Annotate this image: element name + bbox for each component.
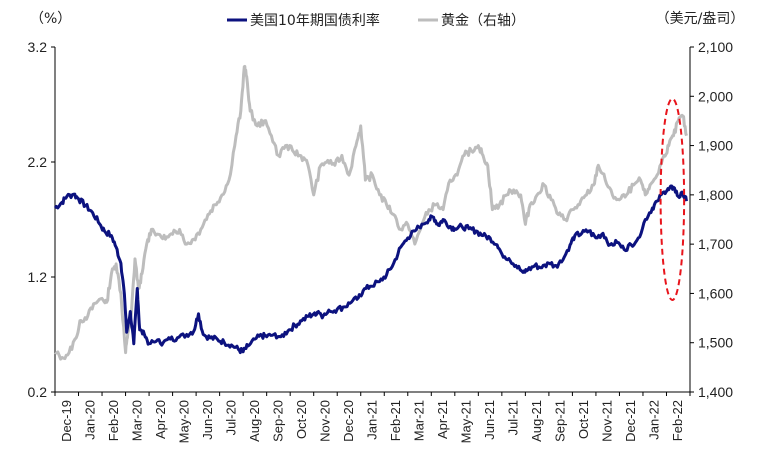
legend-label-gold: 黄金（右轴） [441, 12, 525, 29]
x-tick-label: Nov-20 [317, 400, 332, 442]
x-tick-label: Sep-21 [553, 400, 568, 442]
x-tick-label: May-21 [459, 400, 474, 443]
x-tick-label: Jan-21 [365, 400, 380, 440]
x-tick-label: Dec-21 [623, 400, 638, 442]
x-tick-label: Oct-20 [294, 400, 309, 439]
x-tick-label: Jul-21 [506, 400, 521, 435]
x-tick-label: Oct-21 [576, 400, 591, 439]
x-tick-label: Dec-20 [341, 400, 356, 442]
right-tick-label: 1,600 [698, 285, 733, 301]
legend: 美国10年期国债利率 黄金（右轴） [227, 12, 525, 29]
left-tick-label: 0.2 [28, 384, 48, 400]
left-tick-label: 3.2 [28, 39, 48, 55]
left-tick-label: 1.2 [28, 269, 48, 285]
series-line-treasury-yield [53, 184, 688, 355]
right-axis-unit-label: （美元/盎司） [656, 11, 745, 27]
legend-label-treasury: 美国10年期国债利率 [250, 12, 380, 29]
x-tick-label: Mar-21 [412, 400, 427, 441]
x-tick-label: Jan-22 [647, 400, 662, 440]
left-tick-label: 2.2 [28, 154, 48, 170]
x-tick-label: Dec-19 [59, 400, 74, 442]
x-tick-label: Sep-20 [270, 400, 285, 442]
right-tick-label: 1,800 [698, 187, 733, 203]
x-tick-label: Jul-20 [223, 400, 238, 435]
x-tick-label: Apr-20 [153, 400, 168, 439]
annotation-layer [659, 97, 686, 301]
x-tick-label: Jun-21 [482, 400, 497, 440]
x-tick-label: Feb-21 [388, 400, 403, 441]
x-tick-label: Aug-21 [529, 400, 544, 442]
x-tick-label: Aug-20 [247, 400, 262, 442]
right-tick-label: 1,700 [698, 236, 733, 252]
x-tick-label: Jan-20 [82, 400, 97, 440]
right-tick-label: 2,100 [698, 39, 733, 55]
right-tick-label: 1,400 [698, 384, 733, 400]
x-tick-label: Apr-21 [435, 400, 450, 439]
x-tick-label: Mar-20 [129, 400, 144, 441]
right-tick-label: 2,000 [698, 88, 733, 104]
axes: 3.2 2.2 1.2 0.2 2,100 2,000 1,900 1,800 1,700 1,6… [28, 39, 734, 443]
series-line-gold-price [54, 64, 688, 361]
right-tick-label: 1,900 [698, 138, 733, 154]
right-tick-label: 1,500 [698, 335, 733, 351]
highlight-ellipse [659, 97, 686, 301]
x-tick-label: Jun-20 [200, 400, 215, 440]
x-tick-label: May-20 [176, 400, 191, 443]
left-axis-unit-label: （%） [30, 11, 71, 27]
series-layer [53, 64, 688, 361]
x-tick-label: Feb-22 [670, 400, 685, 441]
x-tick-label: Nov-21 [600, 400, 615, 442]
x-tick-label: Feb-20 [106, 400, 121, 441]
